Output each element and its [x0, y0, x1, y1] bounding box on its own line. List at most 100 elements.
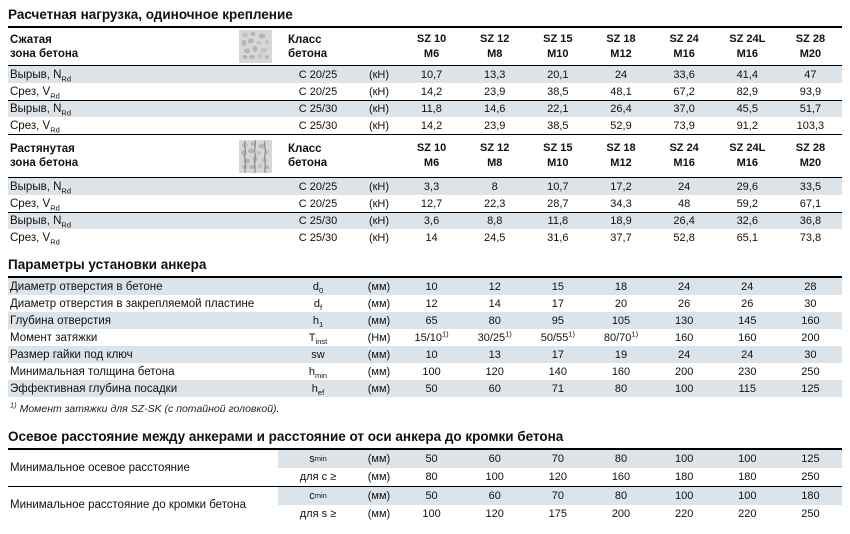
- value-cell: 48,1: [610, 85, 632, 98]
- value-cell: 14,2: [420, 85, 443, 98]
- value-cell: 19: [614, 348, 628, 361]
- value-cell: 100: [715, 450, 779, 468]
- zone-icon-cell: [232, 30, 278, 63]
- value-cell: 80: [614, 382, 628, 395]
- product-model: SZ 28: [795, 142, 826, 154]
- unit-label: (кН): [368, 231, 390, 244]
- class-header: Класс бетона: [278, 33, 358, 61]
- value-cell: 230: [738, 365, 757, 378]
- product-column-header: SZ 18 M12: [589, 32, 652, 62]
- row-label: Вырыв, NRd: [10, 103, 71, 118]
- value-cell: 120: [485, 365, 504, 378]
- value-cell: 23,9: [484, 85, 506, 98]
- value-cell: 145: [738, 314, 757, 327]
- row-label: Срез, VRd: [10, 85, 60, 100]
- value-cell: 67,2: [673, 85, 695, 98]
- value-cell: 48: [678, 197, 691, 210]
- parameter-symbol: hef: [311, 382, 325, 397]
- install-table: Диаметр отверстия в бетоне d0 (мм) 10 12 15 18…: [8, 278, 842, 397]
- value-cell: 120: [485, 508, 504, 520]
- footnote-text: Момент затяжки для SZ-SK (с потайной гол…: [19, 403, 280, 415]
- value-cell: 24: [614, 68, 628, 81]
- unit-label: (кН): [368, 215, 390, 227]
- spacing-group: Минимальное расстояние до кромки бетона c…: [8, 486, 842, 523]
- value-cell: 11,8: [547, 215, 569, 227]
- value-cell: 8: [491, 180, 498, 193]
- load-table-row: Срез, VRd C 25/30 (кН) 14,2 23,9 38,5 52,9 73,9…: [8, 117, 842, 134]
- parameter-symbol: df: [313, 297, 323, 312]
- value-cell: 14,6: [484, 103, 506, 115]
- parameter-label: Диаметр отверстия в бетоне: [10, 280, 163, 293]
- value-cell: 82,9: [736, 85, 758, 98]
- value-cell: 160: [611, 365, 631, 378]
- product-model: SZ 18: [606, 32, 636, 45]
- value-cell: 11,8: [421, 103, 442, 115]
- spacing-group-label: Минимальное расстояние до кромки бетона: [10, 499, 246, 511]
- zone-label-line: зона бетона: [10, 47, 79, 60]
- concrete-class: C 25/30: [298, 119, 338, 132]
- value-cell: 52,9: [610, 119, 632, 132]
- value-cell: 60: [463, 450, 527, 468]
- value-cell: 29,6: [736, 180, 758, 193]
- install-table-row: Эффективная глубина посадки hef (мм) 50 60 71…: [8, 380, 842, 397]
- parameter-label: Момент затяжки: [10, 331, 98, 344]
- subscript-text: Rd: [50, 90, 60, 100]
- value-cell: 180: [778, 487, 842, 505]
- load-table-header: Сжатая зона бетона Класс бетона SZ 10 M6 SZ 12…: [8, 28, 842, 66]
- parameter-label: Минимальная толщина бетона: [10, 365, 175, 378]
- value-cell: 80: [488, 314, 501, 327]
- value-cell: 36,8: [799, 215, 822, 227]
- value-cell: 100: [422, 365, 441, 378]
- product-column-header: SZ 18 M12: [589, 141, 652, 171]
- value-cell: 30: [804, 348, 817, 361]
- value-cell: 32,6: [736, 215, 758, 227]
- value-cell: 200: [801, 331, 820, 344]
- product-thread: M20: [799, 157, 822, 169]
- value-cell: 30/251): [477, 328, 512, 344]
- class-header: Класс бетона: [278, 142, 358, 170]
- value-cell: 26: [741, 297, 754, 310]
- value-cell: 22,1: [547, 103, 569, 115]
- product-model: SZ 24: [669, 142, 699, 154]
- unit-label: (кН): [368, 180, 390, 193]
- spacing-row-symbol: c min: [278, 487, 358, 505]
- unit-label: (мм): [358, 450, 400, 468]
- subscript-text: f: [320, 302, 323, 312]
- product-model: SZ 24L: [729, 142, 766, 154]
- value-cell: 50: [400, 487, 464, 505]
- value-cell: 33,6: [673, 68, 695, 81]
- product-model: SZ 18: [606, 142, 636, 154]
- product-column-header: SZ 12 M8: [463, 32, 526, 62]
- concrete-class: C 25/30: [298, 215, 338, 227]
- unit-label: (мм): [367, 382, 391, 395]
- value-cell: 50: [425, 382, 438, 395]
- concrete-class: C 20/25: [298, 85, 338, 98]
- value-cell: 59,2: [736, 197, 758, 210]
- value-cell: 14: [488, 297, 501, 310]
- row-label: Вырыв, NRd: [10, 180, 71, 195]
- load-table-row: Срез, VRd C 20/25 (кН) 14,2 23,9 38,5 48,1 67,2…: [8, 83, 842, 100]
- concrete-class: C 20/25: [298, 180, 338, 193]
- product-thread: M16: [736, 47, 758, 60]
- value-cell: 12,7: [420, 197, 443, 210]
- unit-label: (кН): [368, 85, 390, 98]
- value-cell: 51,7: [799, 103, 822, 115]
- value-cell: 115: [738, 382, 757, 395]
- unit-label: (мм): [367, 471, 391, 483]
- product-column-header: SZ 10 M6: [400, 141, 463, 171]
- product-model: SZ 24: [669, 32, 699, 45]
- product-column-header: SZ 10 M6: [400, 32, 463, 62]
- product-model: SZ 10: [416, 32, 447, 45]
- class-header-line: бетона: [288, 157, 328, 169]
- value-cell: 20: [614, 297, 628, 310]
- value-cell: 120: [548, 471, 568, 483]
- spacing-section-title: Осевое расстояние между анкерами и расст…: [8, 427, 842, 450]
- product-thread: M10: [547, 47, 569, 60]
- footnote-marker: 1): [10, 400, 17, 410]
- subscript-text: min: [315, 370, 328, 380]
- parameter-label: Глубина отверстия: [10, 314, 111, 327]
- product-thread: M12: [610, 157, 632, 169]
- value-cell: 31,6: [547, 231, 569, 244]
- value-cell: 37,7: [610, 231, 632, 244]
- value-cell: 14,2: [420, 119, 443, 132]
